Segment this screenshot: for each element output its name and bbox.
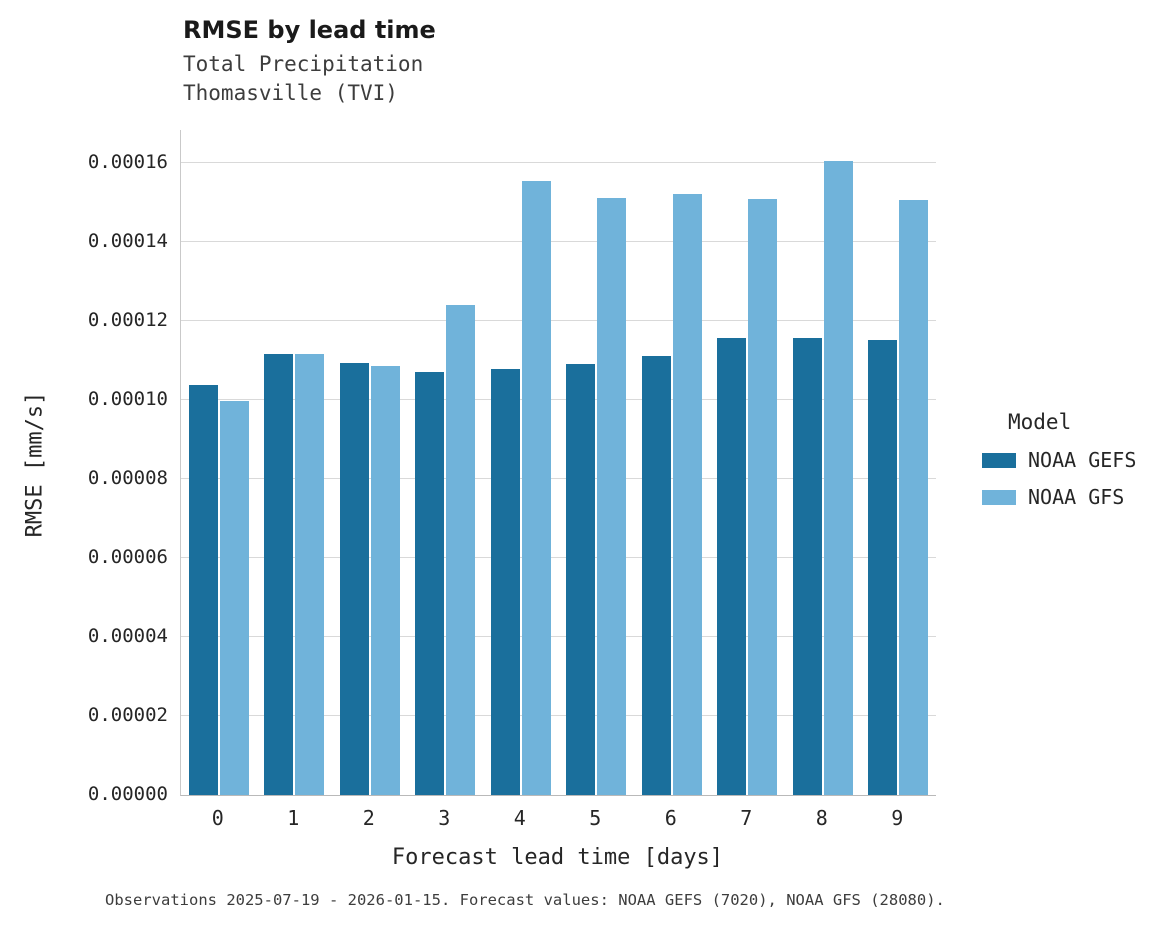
bar-noaa-gefs-lead-9	[868, 340, 898, 795]
bar-noaa-gfs-lead-4	[521, 181, 551, 795]
bar-noaa-gfs-lead-3	[446, 305, 476, 795]
bar-group-lead-3	[408, 130, 484, 795]
bar-noaa-gfs-lead-0	[219, 401, 249, 795]
x-tick-label: 9	[891, 806, 904, 830]
y-tick-label: 0.00016	[87, 151, 168, 174]
caption: Observations 2025-07-19 - 2026-01-15. Fo…	[105, 891, 945, 909]
y-tick-label: 0.00014	[87, 230, 168, 253]
bar-noaa-gefs-lead-4	[490, 369, 520, 795]
bar-noaa-gfs-lead-1	[295, 354, 325, 795]
bar-group-lead-4	[483, 130, 559, 795]
bar-group-lead-2	[332, 130, 408, 795]
chart-subtitle-variable: Total Precipitation	[183, 52, 424, 76]
chart-title: RMSE by lead time	[183, 16, 436, 44]
plot-area	[180, 130, 936, 796]
y-tick-label: 0.00006	[87, 546, 168, 569]
gridline	[181, 320, 936, 322]
bar-noaa-gefs-lead-5	[566, 364, 596, 795]
legend-swatch-icon	[982, 489, 1016, 505]
y-tick-label: 0.00010	[87, 388, 168, 411]
bar-noaa-gefs-lead-3	[415, 372, 445, 795]
y-tick-label: 0.00000	[87, 783, 168, 805]
gridline	[181, 715, 936, 717]
chart-subtitle-station: Thomasville (TVI)	[183, 81, 398, 105]
x-tick-label: 1	[287, 806, 300, 830]
bar-noaa-gefs-lead-1	[264, 354, 294, 795]
bar-noaa-gefs-lead-8	[792, 338, 822, 795]
y-tick-label: 0.00012	[87, 309, 168, 332]
y-tick-label: 0.00004	[87, 625, 168, 647]
bar-noaa-gefs-lead-0	[188, 385, 218, 795]
x-tick-label: 3	[438, 806, 451, 830]
x-axis-label: Forecast lead time [days]	[391, 845, 724, 870]
y-tick-label: 0.00008	[87, 467, 168, 490]
gridline	[181, 399, 936, 401]
bar-group-lead-8	[785, 130, 861, 795]
bar-group-lead-7	[710, 130, 786, 795]
x-tick-label: 8	[815, 806, 828, 830]
bar-noaa-gefs-lead-7	[717, 338, 747, 795]
legend: Model NOAA GEFS NOAA GFS	[982, 410, 1172, 522]
legend-items: NOAA GEFS NOAA GFS	[982, 448, 1172, 509]
x-tick-label: 5	[589, 806, 602, 830]
bar-noaa-gfs-lead-7	[748, 199, 778, 795]
bar-group-lead-0	[181, 130, 257, 795]
gridline	[181, 557, 936, 559]
bar-noaa-gefs-lead-6	[641, 356, 671, 795]
legend-title: Model	[1008, 410, 1072, 434]
bar-noaa-gfs-lead-6	[672, 194, 702, 795]
bar-group-lead-1	[257, 130, 333, 795]
bar-group-lead-5	[559, 130, 635, 795]
x-tick-label: 6	[664, 806, 677, 830]
legend-item-noaa-gefs: NOAA GEFS	[982, 448, 1172, 472]
y-axis-label: RMSE [mm/s]	[22, 391, 48, 538]
y-tick-label: 0.00002	[87, 704, 168, 726]
gridline	[181, 478, 936, 480]
bar-noaa-gfs-lead-9	[899, 200, 929, 795]
legend-label: NOAA GEFS	[1028, 448, 1137, 472]
x-tick-label: 2	[362, 806, 375, 830]
x-tick-label: 7	[740, 806, 753, 830]
bar-group-lead-6	[634, 130, 710, 795]
gridline	[181, 241, 936, 243]
bar-noaa-gfs-lead-2	[370, 366, 400, 795]
legend-item-noaa-gfs: NOAA GFS	[982, 485, 1172, 509]
bar-noaa-gfs-lead-5	[597, 198, 627, 795]
bar-noaa-gfs-lead-8	[823, 161, 853, 795]
x-tick-label: 0	[211, 806, 224, 830]
legend-label: NOAA GFS	[1028, 485, 1125, 509]
x-tick-label: 4	[513, 806, 526, 830]
gridline	[181, 162, 936, 164]
bar-group-lead-9	[861, 130, 937, 795]
gridline	[181, 636, 936, 638]
bar-noaa-gefs-lead-2	[339, 362, 369, 795]
legend-swatch-icon	[982, 452, 1016, 468]
